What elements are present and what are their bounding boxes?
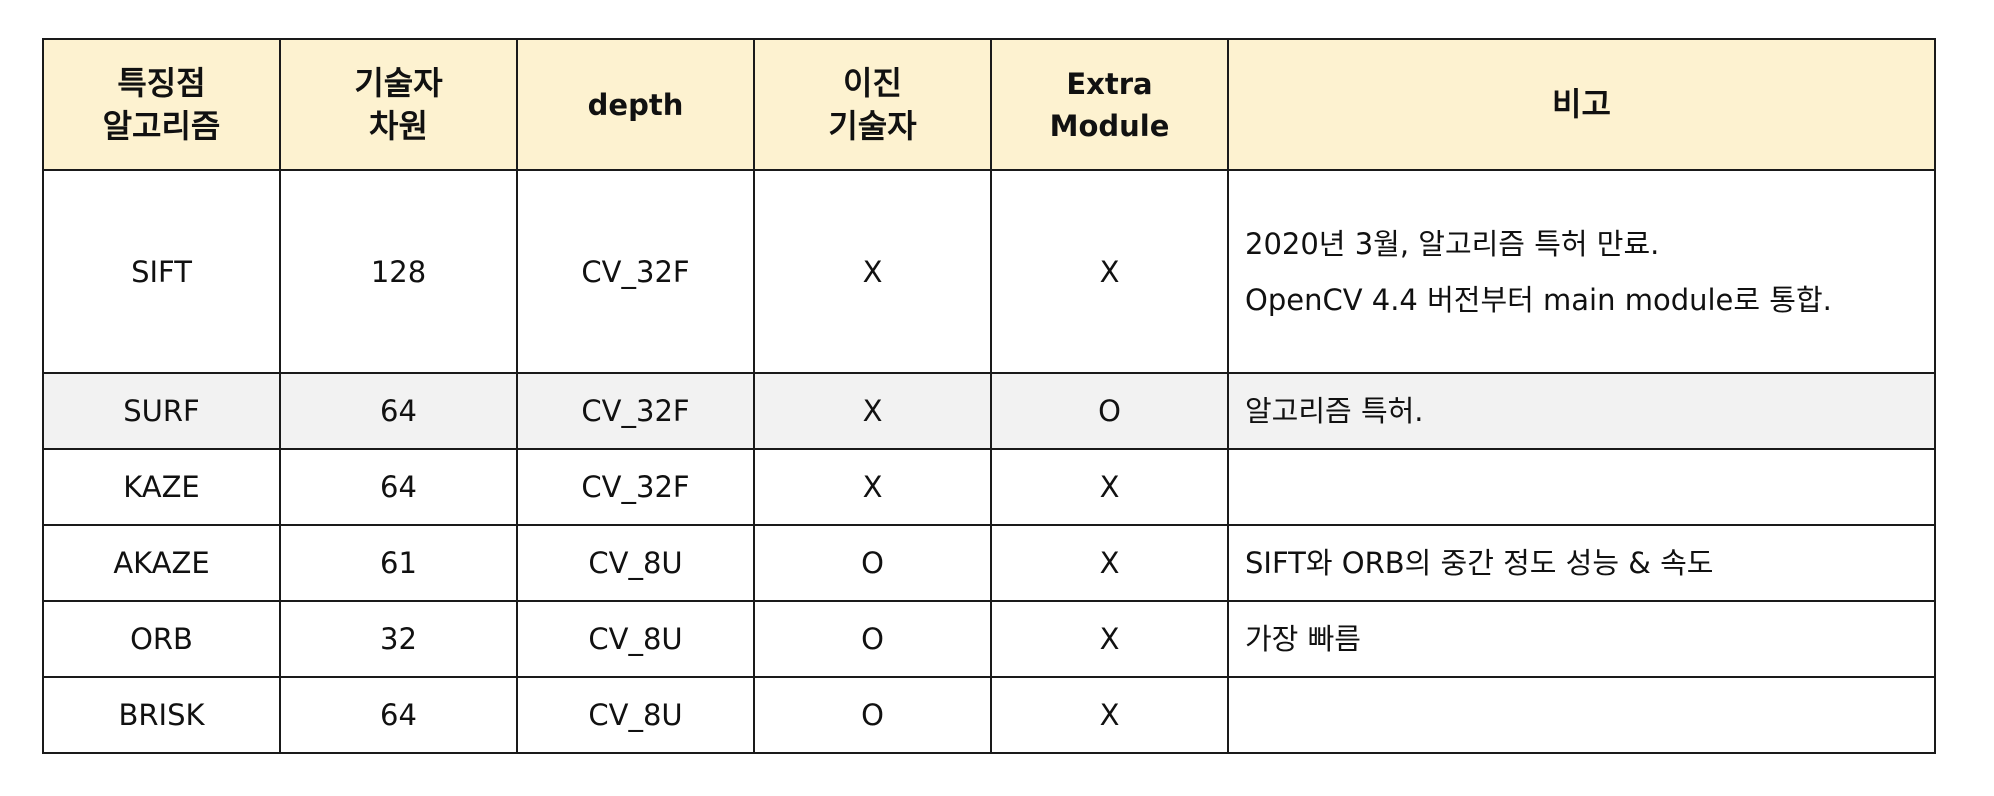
header-descriptor-dimension: 기술자 차원 — [279, 38, 518, 171]
table-header: 특징점 알고리즘 기술자 차원 depth 이진 기술자 Extra Modul… — [42, 38, 1936, 171]
cell-binary-descriptor: O — [753, 600, 992, 678]
table-row: BRISK 64 CV_8U O X — [42, 676, 1936, 754]
cell-extra-module: X — [990, 169, 1229, 374]
table-row: SURF 64 CV_32F X O 알고리즘 특허. — [42, 372, 1936, 450]
note-line: OpenCV 4.4 버전부터 main module로 통합. — [1245, 282, 1832, 317]
cell-descriptor-dimension: 32 — [279, 600, 518, 678]
cell-extra-module: X — [990, 524, 1229, 602]
cell-binary-descriptor: X — [753, 448, 992, 526]
cell-depth: CV_32F — [516, 372, 755, 450]
header-binary-descriptor: 이진 기술자 — [753, 38, 992, 171]
cell-algorithm: KAZE — [42, 448, 281, 526]
cell-algorithm: ORB — [42, 600, 281, 678]
cell-algorithm: AKAZE — [42, 524, 281, 602]
header-extra-module: Extra Module — [990, 38, 1229, 171]
cell-descriptor-dimension: 64 — [279, 448, 518, 526]
cell-notes: 2020년 3월, 알고리즘 특허 만료. OpenCV 4.4 버전부터 ma… — [1227, 169, 1936, 374]
cell-depth: CV_32F — [516, 169, 755, 374]
cell-extra-module: X — [990, 676, 1229, 754]
cell-depth: CV_8U — [516, 600, 755, 678]
cell-depth: CV_32F — [516, 448, 755, 526]
cell-descriptor-dimension: 64 — [279, 676, 518, 754]
note-line: 2020년 3월, 알고리즘 특허 만료. — [1245, 226, 1660, 261]
table-row: KAZE 64 CV_32F X X — [42, 448, 1936, 526]
cell-binary-descriptor: X — [753, 372, 992, 450]
cell-notes: 알고리즘 특허. — [1227, 372, 1936, 450]
cell-binary-descriptor: X — [753, 169, 992, 374]
cell-algorithm: SURF — [42, 372, 281, 450]
cell-binary-descriptor: O — [753, 676, 992, 754]
cell-depth: CV_8U — [516, 676, 755, 754]
cell-binary-descriptor: O — [753, 524, 992, 602]
table-row: ORB 32 CV_8U O X 가장 빠름 — [42, 600, 1936, 678]
feature-algorithm-table: 특징점 알고리즘 기술자 차원 depth 이진 기술자 Extra Modul… — [42, 38, 1936, 754]
cell-extra-module: X — [990, 600, 1229, 678]
header-depth: depth — [516, 38, 755, 171]
table-row: SIFT 128 CV_32F X X 2020년 3월, 알고리즘 특허 만료… — [42, 169, 1936, 374]
cell-algorithm: BRISK — [42, 676, 281, 754]
cell-extra-module: X — [990, 448, 1229, 526]
cell-notes: 가장 빠름 — [1227, 600, 1936, 678]
cell-notes — [1227, 676, 1936, 754]
table-row: AKAZE 61 CV_8U O X SIFT와 ORB의 중간 정도 성능 &… — [42, 524, 1936, 602]
table-body: SIFT 128 CV_32F X X 2020년 3월, 알고리즘 특허 만료… — [42, 169, 1936, 754]
header-algorithm: 특징점 알고리즘 — [42, 38, 281, 171]
cell-descriptor-dimension: 64 — [279, 372, 518, 450]
cell-notes — [1227, 448, 1936, 526]
header-row: 특징점 알고리즘 기술자 차원 depth 이진 기술자 Extra Modul… — [42, 38, 1936, 171]
cell-descriptor-dimension: 128 — [279, 169, 518, 374]
cell-extra-module: O — [990, 372, 1229, 450]
header-notes: 비고 — [1227, 38, 1936, 171]
cell-depth: CV_8U — [516, 524, 755, 602]
cell-notes: SIFT와 ORB의 중간 정도 성능 & 속도 — [1227, 524, 1936, 602]
cell-descriptor-dimension: 61 — [279, 524, 518, 602]
cell-algorithm: SIFT — [42, 169, 281, 374]
